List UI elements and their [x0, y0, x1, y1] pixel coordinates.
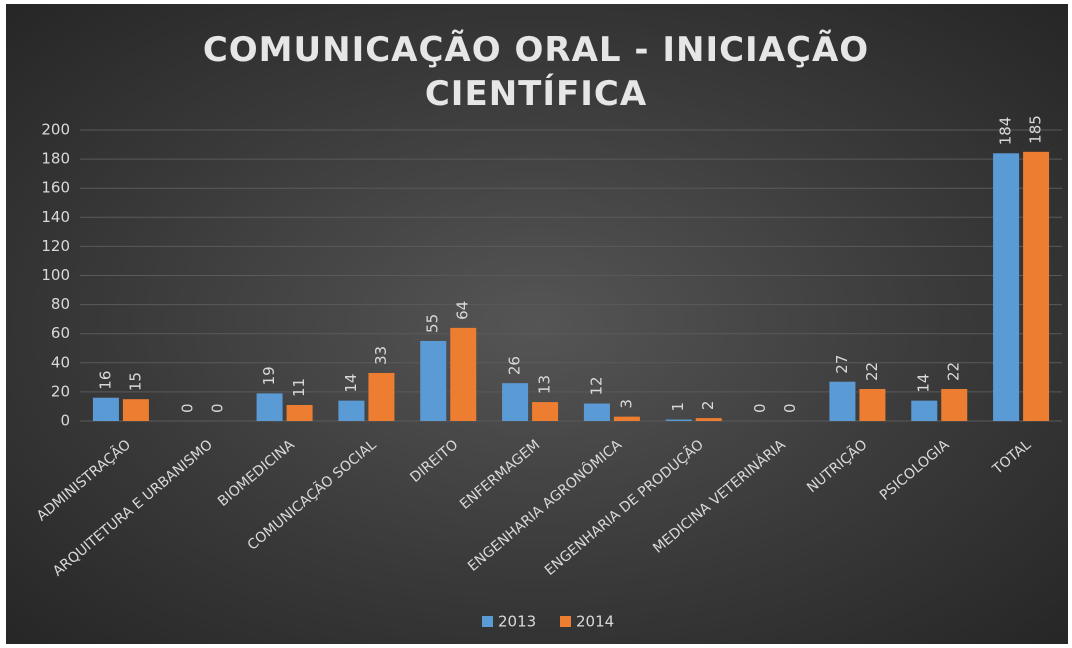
data-label: 0 — [208, 403, 226, 413]
data-label: 0 — [178, 403, 196, 413]
data-label: 11 — [290, 378, 308, 397]
bar — [122, 399, 149, 421]
bar — [532, 402, 559, 421]
bar — [338, 400, 365, 421]
x-tick-label: TOTAL — [989, 437, 1034, 479]
x-tick-label: NUTRIÇÃO — [804, 436, 871, 496]
data-label: 13 — [536, 375, 554, 394]
y-tick-label: 140 — [41, 208, 70, 226]
data-label: 0 — [751, 403, 769, 413]
x-tick-label: ENFERMAGEM — [457, 437, 543, 513]
data-label: 26 — [506, 356, 524, 375]
y-tick-label: 0 — [60, 412, 70, 430]
data-label: 19 — [260, 366, 278, 385]
y-tick-label: 40 — [51, 353, 70, 371]
y-tick-label: 180 — [41, 150, 70, 168]
y-tick-label: 100 — [41, 266, 70, 284]
data-label: 12 — [587, 376, 605, 395]
y-tick-label: 60 — [51, 324, 70, 342]
bar — [613, 416, 640, 421]
legend-label: 2013 — [498, 613, 536, 631]
legend-swatch — [482, 616, 493, 627]
y-tick-label: 80 — [51, 295, 70, 313]
bar — [92, 397, 119, 421]
legend-swatch — [560, 616, 571, 627]
bar — [583, 403, 610, 421]
data-label: 14 — [915, 374, 933, 393]
x-tick-label: COMUNICAÇÃO SOCIAL — [244, 436, 380, 554]
data-label: 2 — [699, 401, 717, 411]
bar — [911, 400, 938, 421]
data-label: 15 — [126, 372, 144, 391]
y-tick-label: 120 — [41, 237, 70, 255]
x-tick-label: MEDICINA VETERINÁRIA — [650, 436, 789, 557]
y-tick-label: 160 — [41, 179, 70, 197]
data-label: 16 — [96, 371, 114, 390]
legend-label: 2014 — [576, 613, 614, 631]
y-tick-label: 200 — [41, 121, 70, 139]
data-label: 0 — [781, 403, 799, 413]
x-tick-label: ARQUITETURA E URBANISMO — [50, 437, 216, 580]
data-label: 27 — [833, 355, 851, 374]
bar — [829, 381, 856, 421]
bar — [256, 393, 283, 421]
data-label: 22 — [945, 362, 963, 381]
data-label: 3 — [617, 399, 635, 409]
data-label: 64 — [454, 301, 472, 320]
x-tick-label: BIOMEDICINA — [215, 437, 298, 510]
chart-title: COMUNICAÇÃO ORAL - INICIAÇÃO CIENTÍFICA — [202, 30, 870, 114]
x-tick-label: ENGENHARIA DE PRODUÇÃO — [541, 436, 707, 579]
bar — [450, 327, 477, 421]
data-label: 14 — [342, 374, 360, 393]
x-tick-label: DIREITO — [407, 437, 461, 486]
bar — [665, 419, 692, 421]
x-tick-label: PSICOLOGIA — [877, 437, 953, 504]
bar — [859, 388, 886, 421]
data-label: 185 — [1027, 115, 1045, 144]
bar — [695, 418, 722, 421]
bar — [502, 383, 529, 421]
x-tick-label: ENGENHARIA AGRONÔMICA — [464, 435, 626, 575]
y-tick-label: 20 — [51, 382, 70, 400]
bar — [286, 404, 313, 421]
bar — [1023, 151, 1050, 421]
chart-background — [6, 4, 1068, 644]
data-label: 184 — [997, 117, 1015, 146]
data-label: 22 — [863, 362, 881, 381]
bar — [941, 388, 968, 421]
data-label: 33 — [372, 346, 390, 365]
data-label: 1 — [669, 402, 687, 412]
bar — [993, 153, 1020, 421]
data-label: 55 — [424, 314, 442, 333]
bar — [368, 372, 395, 421]
bar — [420, 340, 447, 421]
